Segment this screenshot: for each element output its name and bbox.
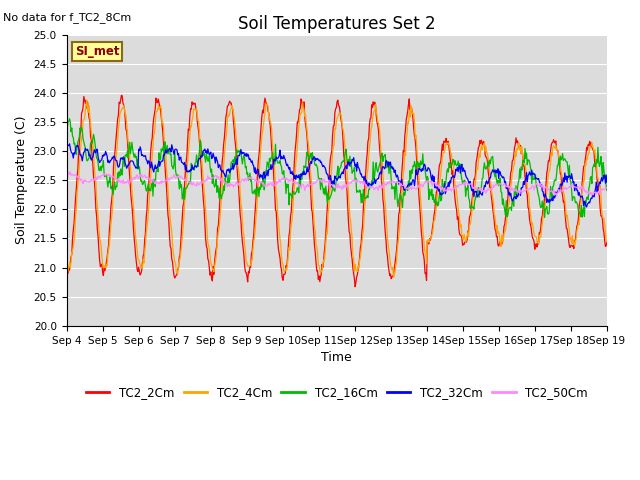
TC2_4Cm [420,233,428,239]
TC2_50Cm [212,173,220,179]
TC2_2Cm [212,246,220,252]
TC2_32Cm [583,204,591,210]
Line: TC2_4Cm: TC2_4Cm [67,100,607,277]
TC2_4Cm [72,207,80,213]
TC2_16Cm [66,116,74,121]
TC2_4Cm [212,255,220,261]
TC2_2Cm [118,93,125,98]
TC2_2Cm [72,186,80,192]
TC2_50Cm [63,171,70,177]
TC2_4Cm [63,263,70,268]
X-axis label: Time: Time [321,351,352,364]
TC2_50Cm [67,169,74,175]
TC2_50Cm [403,185,411,191]
TC2_2Cm [351,284,359,289]
TC2_32Cm [184,168,191,174]
TC2_16Cm [63,125,70,131]
Text: SI_met: SI_met [75,45,119,58]
TC2_50Cm [73,173,81,179]
TC2_50Cm [184,178,191,183]
TC2_16Cm [129,146,136,152]
TC2_16Cm [541,215,548,220]
Y-axis label: Soil Temperature (C): Soil Temperature (C) [15,116,28,244]
Text: No data for f_TC2_8Cm: No data for f_TC2_8Cm [3,12,131,23]
TC2_4Cm [184,160,191,166]
TC2_2Cm [63,264,70,270]
TC2_2Cm [184,140,191,146]
TC2_4Cm [390,275,397,280]
Line: TC2_32Cm: TC2_32Cm [67,144,607,207]
TC2_50Cm [419,184,427,190]
TC2_2Cm [404,108,412,114]
Legend: TC2_2Cm, TC2_4Cm, TC2_16Cm, TC2_32Cm, TC2_50Cm: TC2_2Cm, TC2_4Cm, TC2_16Cm, TC2_32Cm, TC… [81,381,593,404]
TC2_32Cm [419,168,427,173]
TC2_50Cm [603,185,611,191]
TC2_32Cm [403,185,411,191]
Title: Soil Temperatures Set 2: Soil Temperatures Set 2 [238,15,436,33]
TC2_32Cm [63,145,70,151]
TC2_4Cm [404,120,412,125]
TC2_16Cm [603,188,611,193]
TC2_4Cm [603,239,611,244]
TC2_32Cm [73,144,81,149]
Line: TC2_2Cm: TC2_2Cm [67,96,607,287]
TC2_4Cm [129,195,136,201]
TC2_50Cm [553,193,561,199]
TC2_32Cm [66,141,74,147]
TC2_16Cm [212,177,220,182]
TC2_2Cm [420,252,428,258]
TC2_32Cm [212,154,220,160]
TC2_16Cm [73,144,81,150]
Line: TC2_50Cm: TC2_50Cm [67,172,607,196]
TC2_2Cm [129,212,136,218]
Line: TC2_16Cm: TC2_16Cm [67,119,607,217]
TC2_16Cm [403,186,411,192]
TC2_2Cm [603,240,611,245]
TC2_50Cm [129,177,136,182]
TC2_16Cm [419,151,427,156]
TC2_32Cm [129,158,136,164]
TC2_32Cm [603,180,611,185]
TC2_4Cm [83,97,91,103]
TC2_16Cm [184,183,191,189]
